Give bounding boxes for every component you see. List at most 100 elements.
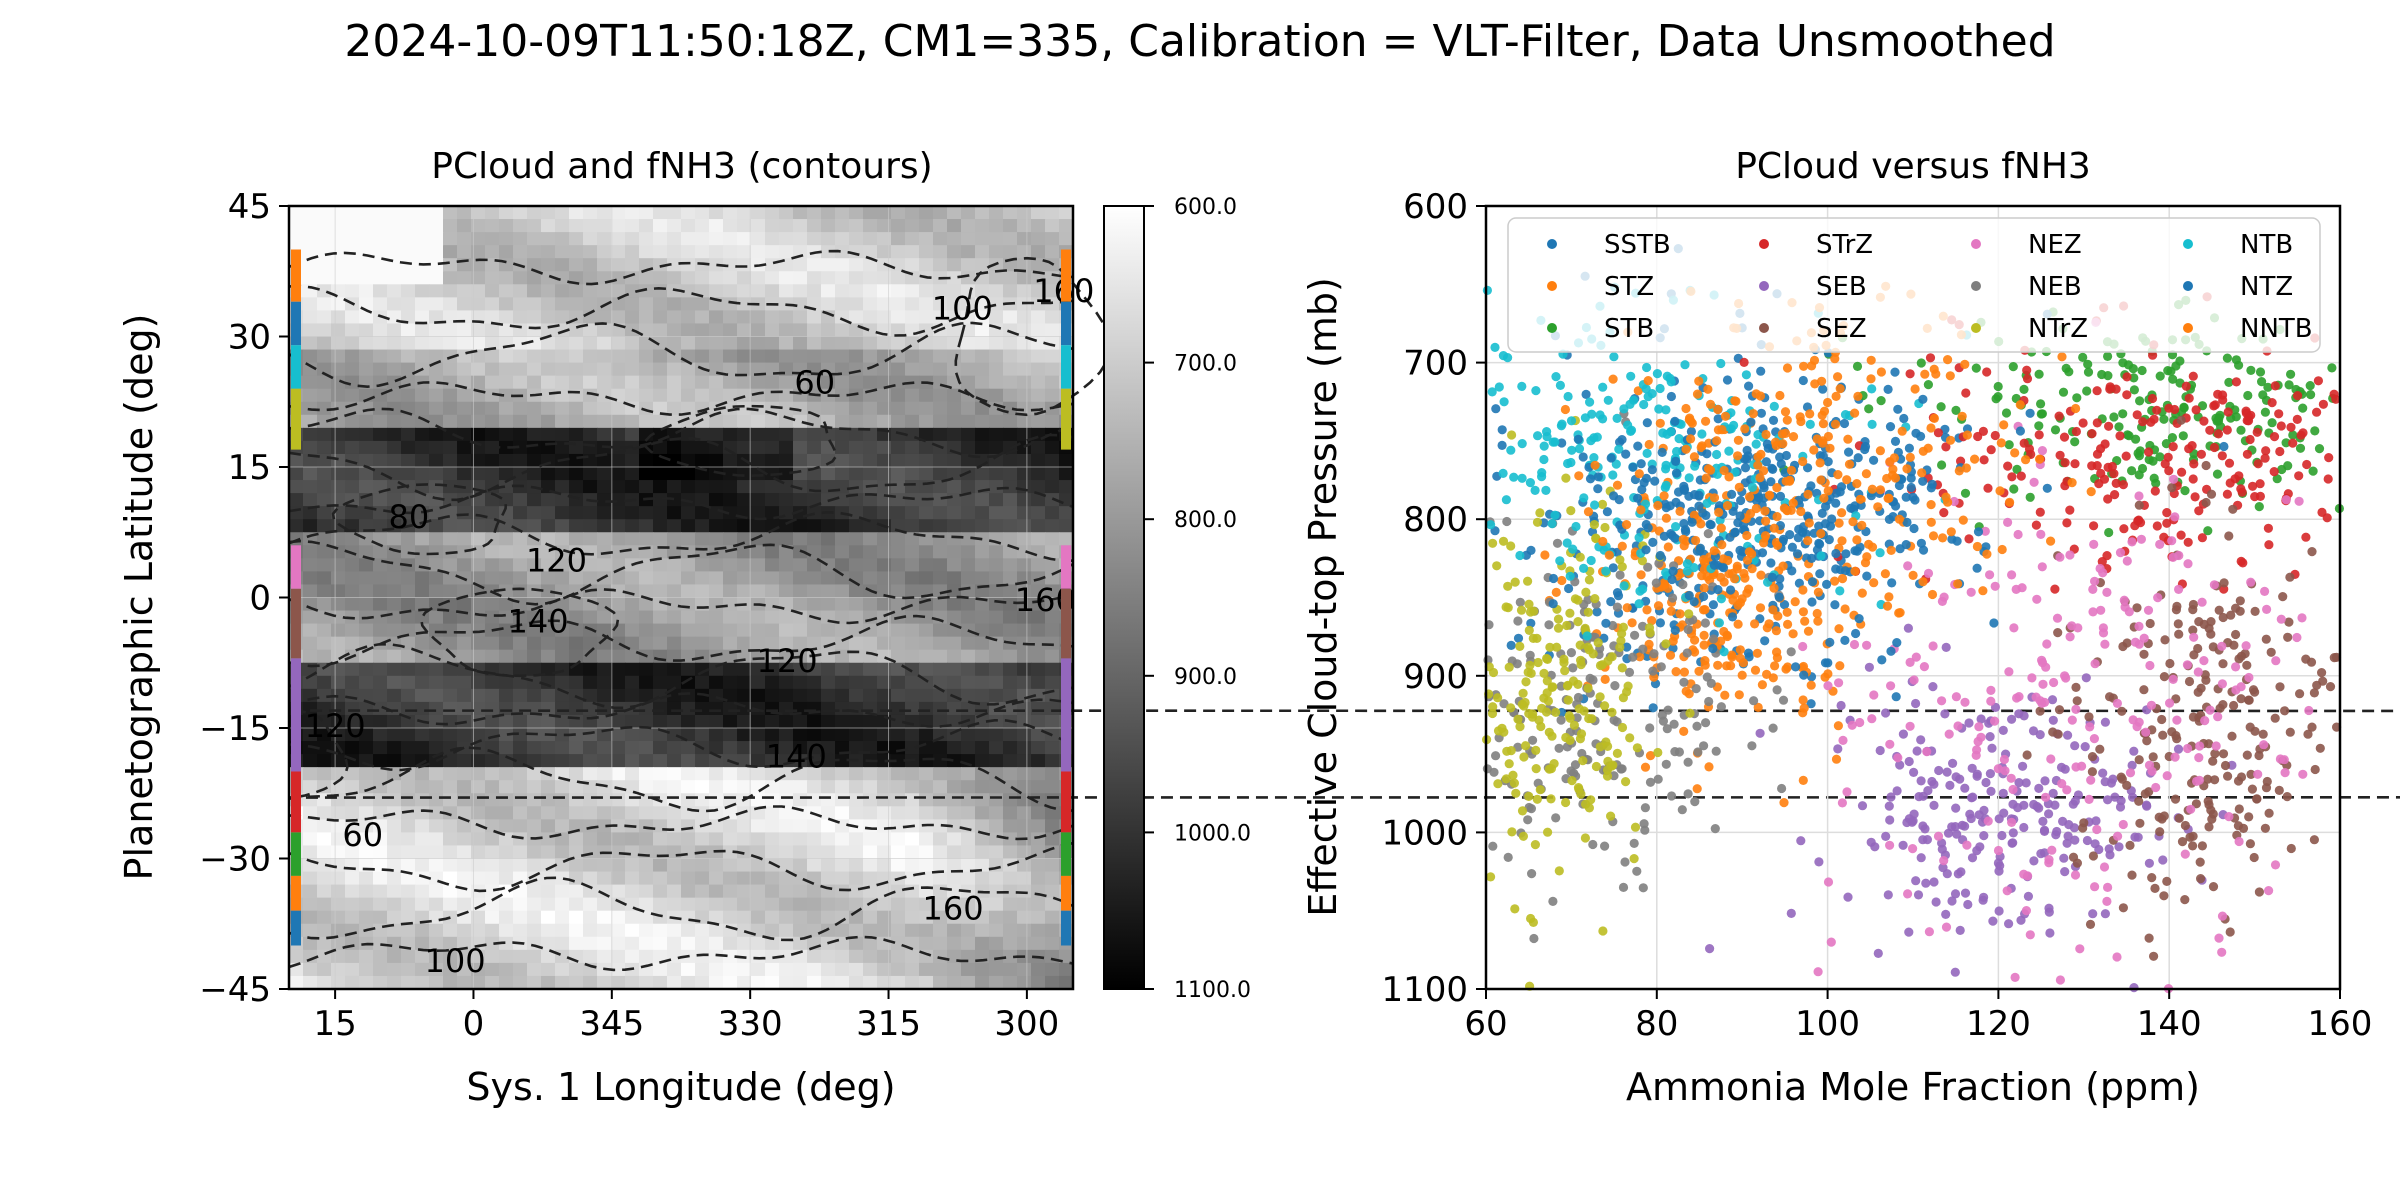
heatmap-cell — [499, 453, 514, 468]
heatmap-cell — [863, 336, 878, 351]
heatmap-cell — [499, 858, 514, 873]
scatter-point — [1813, 616, 1823, 626]
heatmap-cell — [1017, 453, 1032, 468]
scatter-point — [1719, 626, 1729, 637]
scatter-point — [1768, 673, 1778, 683]
heatmap-cell — [1017, 728, 1032, 742]
heatmap-cell — [877, 532, 892, 546]
heatmap-cell — [583, 375, 598, 390]
heatmap-cell — [303, 832, 318, 847]
heatmap-cell — [541, 584, 556, 599]
scatter-point — [2062, 518, 2072, 528]
heatmap-cell — [429, 453, 444, 468]
heatmap-cell — [905, 297, 920, 311]
heatmap-cell — [653, 206, 668, 220]
heatmap-cell — [779, 636, 794, 651]
scatter-point — [1645, 751, 1656, 761]
heatmap-cell — [471, 675, 486, 690]
heatmap-cell — [723, 701, 738, 716]
scatter-point — [2254, 750, 2264, 761]
heatmap-cell — [835, 245, 850, 259]
heatmap-cell — [429, 532, 444, 546]
heatmap-cell — [891, 414, 906, 429]
scatter-point — [1964, 718, 1974, 728]
scatter-point — [2100, 439, 2110, 449]
heatmap-cell — [527, 493, 542, 507]
heatmap-cell — [569, 206, 584, 220]
heatmap-cell — [387, 336, 402, 351]
scatter-point — [2206, 489, 2217, 499]
heatmap-cell — [919, 767, 934, 781]
heatmap-cell — [891, 362, 906, 377]
heatmap-cell — [919, 232, 934, 246]
heatmap-cell — [639, 310, 654, 325]
scatter-point — [1857, 801, 1868, 811]
heatmap-cell — [891, 467, 906, 481]
scatter-point — [1756, 408, 1766, 418]
heatmap-cell — [373, 675, 388, 690]
heatmap-cell — [555, 897, 570, 912]
heatmap-cell — [429, 571, 444, 586]
scatter-point — [2288, 430, 2298, 440]
scatter-point — [2314, 444, 2325, 454]
heatmap-cell — [961, 728, 976, 742]
heatmap-cell — [695, 884, 710, 899]
heatmap-cell — [709, 323, 724, 338]
heatmap-cell — [499, 636, 514, 651]
heatmap-cell — [835, 349, 850, 364]
heatmap-cell — [569, 506, 584, 520]
heatmap-cell — [723, 297, 738, 311]
heatmap-cell — [709, 375, 724, 390]
scatter-point — [1903, 623, 1913, 633]
scatter-point — [2035, 706, 2045, 716]
heatmap-cell — [639, 806, 654, 820]
heatmap-cell — [457, 636, 472, 651]
heatmap-cell — [709, 936, 724, 951]
heatmap-cell — [653, 493, 668, 507]
heatmap-cell — [989, 767, 1004, 781]
scatter-point — [2177, 467, 2187, 477]
heatmap-cell — [723, 714, 738, 729]
heatmap-cell — [681, 610, 696, 625]
heatmap-cell — [611, 767, 626, 781]
heatmap-cell — [653, 506, 668, 520]
heatmap-cell — [835, 741, 850, 755]
heatmap-cell — [919, 388, 934, 403]
heatmap-cell — [401, 871, 416, 886]
heatmap-cell — [933, 349, 948, 364]
heatmap-cell — [891, 349, 906, 364]
heatmap-cell — [905, 493, 920, 507]
heatmap-cell — [863, 414, 878, 429]
heatmap-cell — [1045, 336, 1060, 351]
heatmap-cell — [1031, 480, 1046, 494]
heatmap-cell — [765, 845, 780, 860]
heatmap-cell — [541, 884, 556, 899]
scatter-point — [2071, 704, 2081, 715]
scatter-point — [1757, 548, 1768, 558]
heatmap-cell — [541, 858, 556, 873]
heatmap-cell — [485, 206, 500, 220]
heatmap-cell — [415, 767, 430, 781]
scatter-point — [2092, 824, 2102, 835]
heatmap-cell — [933, 467, 948, 481]
heatmap-cell — [429, 336, 444, 351]
heatmap-cell — [485, 897, 500, 912]
y-tick-label: 45 — [228, 187, 271, 227]
heatmap-cell — [905, 975, 920, 990]
heatmap-cell — [793, 440, 808, 455]
heatmap-cell — [611, 493, 626, 507]
contour-line — [288, 407, 1074, 459]
heatmap-cell — [835, 388, 850, 403]
heatmap-cell — [709, 349, 724, 364]
scatter-point — [2236, 425, 2246, 435]
heatmap-cell — [961, 219, 976, 233]
heatmap-cell — [583, 675, 598, 690]
heatmap-cell — [527, 401, 542, 416]
heatmap-cell — [625, 662, 640, 677]
heatmap-cell — [961, 493, 976, 507]
heatmap-cell — [485, 884, 500, 899]
heatmap-cell — [709, 232, 724, 246]
heatmap-cell — [653, 597, 668, 612]
heatmap-cell — [625, 336, 640, 351]
scatter-point — [2229, 640, 2239, 650]
